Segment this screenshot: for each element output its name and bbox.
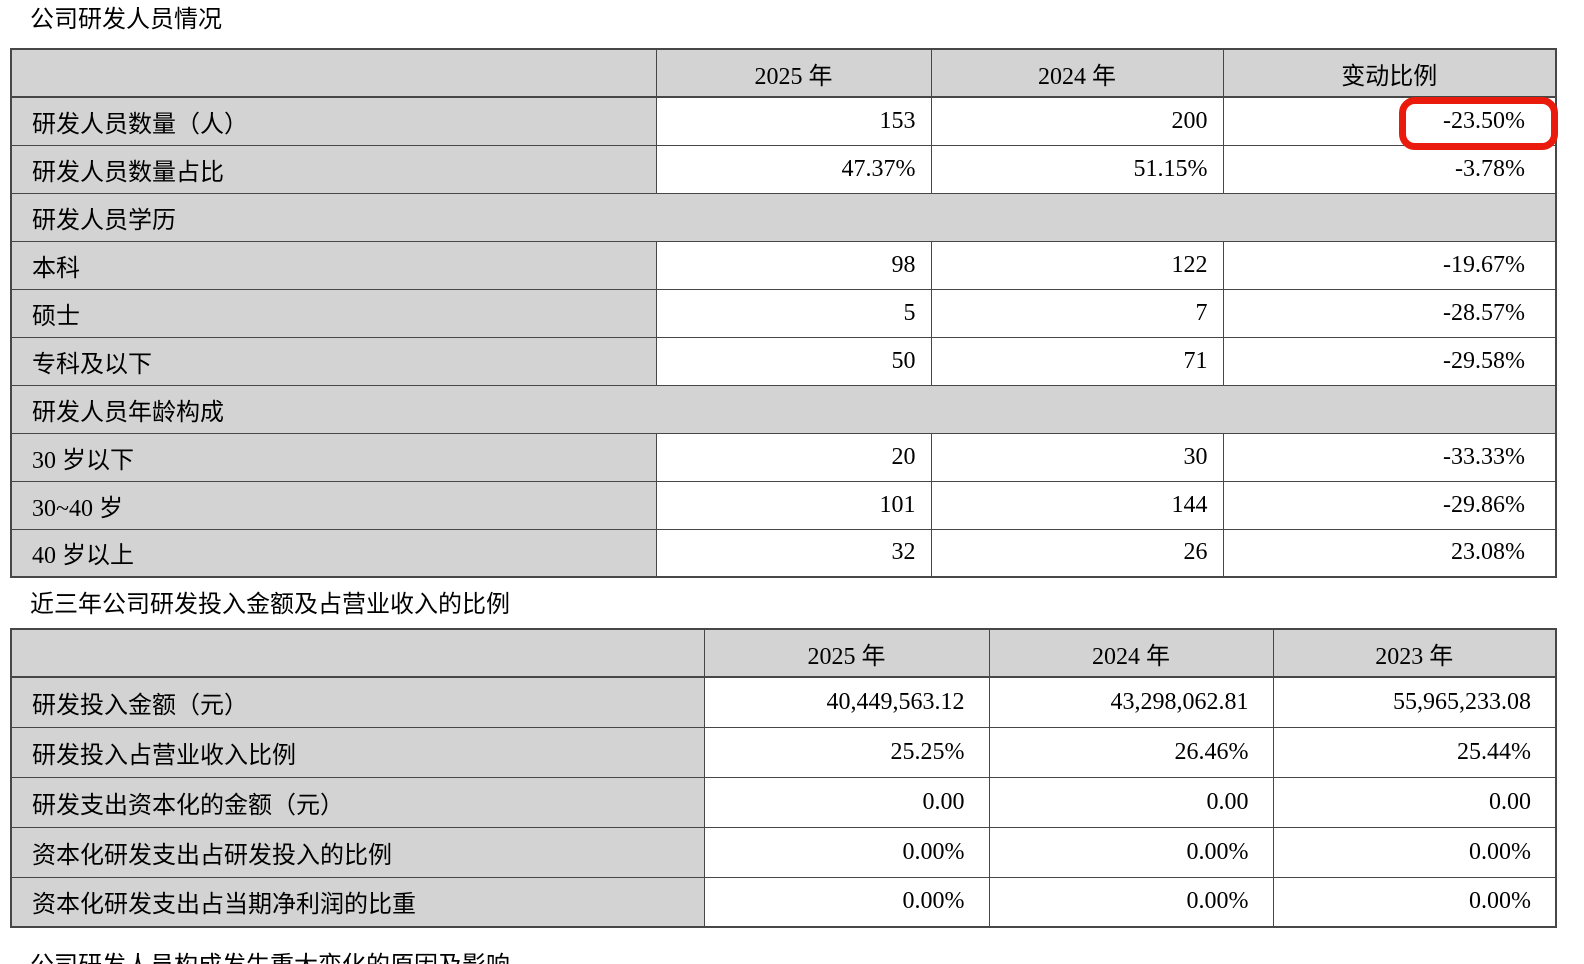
row-label: 硕士	[10, 288, 657, 338]
header-empty-cell	[10, 628, 705, 678]
row-label: 40 岁以上	[10, 528, 657, 578]
cell-value: 0.00	[988, 776, 1274, 828]
cell-value: 47.37%	[655, 144, 932, 194]
section-label: 研发人员年龄构成	[10, 384, 1557, 434]
cell-value: 0.00	[1272, 776, 1557, 828]
cell-value: 43,298,062.81	[988, 676, 1274, 728]
table-row-headcount: 研发人员数量（人） 153 200 -23.50%	[10, 96, 1557, 146]
table-row-capitalized-amount: 研发支出资本化的金额（元） 0.00 0.00 0.00	[10, 776, 1557, 828]
rd-personnel-table: 2025 年 2024 年 变动比例 研发人员数量（人） 153 200 -23…	[10, 48, 1557, 578]
table-row-under-30: 30 岁以下 20 30 -33.33%	[10, 432, 1557, 482]
header-year-2024: 2024 年	[988, 628, 1274, 678]
cell-value: 50	[655, 336, 932, 386]
cell-value: 7	[930, 288, 1224, 338]
cell-value: 26.46%	[988, 726, 1274, 778]
cell-value: 40,449,563.12	[703, 676, 990, 728]
cell-value: -28.57%	[1222, 288, 1557, 338]
table-row-capitalized-rd-ratio: 资本化研发支出占研发投入的比例 0.00% 0.00% 0.00%	[10, 826, 1557, 878]
row-label: 研发人员数量占比	[10, 144, 657, 194]
cell-value: 0.00%	[1272, 826, 1557, 878]
cell-value: -29.86%	[1222, 480, 1557, 530]
clipped-footer-text: 公司研发人员构成发生重大变化的原因及影响	[30, 951, 1230, 964]
table-row-associate-below: 专科及以下 50 71 -29.58%	[10, 336, 1557, 386]
header-year-2025: 2025 年	[703, 628, 990, 678]
section-label: 研发人员学历	[10, 192, 1557, 242]
cell-value: 51.15%	[930, 144, 1224, 194]
header-change-ratio: 变动比例	[1222, 48, 1557, 98]
cell-value: 0.00%	[988, 826, 1274, 878]
header-empty-cell	[10, 48, 657, 98]
cell-value: 98	[655, 240, 932, 290]
row-label: 30 岁以下	[10, 432, 657, 482]
row-label: 研发投入占营业收入比例	[10, 726, 705, 778]
cell-value: 25.44%	[1272, 726, 1557, 778]
cell-value: 23.08%	[1222, 528, 1557, 578]
header-year-2024: 2024 年	[930, 48, 1224, 98]
rd-investment-table: 2025 年 2024 年 2023 年 研发投入金额（元） 40,449,56…	[10, 628, 1557, 928]
row-label: 研发人员数量（人）	[10, 96, 657, 146]
cell-value: 30	[930, 432, 1224, 482]
cell-value: 0.00%	[703, 826, 990, 878]
table-row-rd-revenue-ratio: 研发投入占营业收入比例 25.25% 26.46% 25.44%	[10, 726, 1557, 778]
cell-value: 153	[655, 96, 932, 146]
table-row-rd-amount: 研发投入金额（元） 40,449,563.12 43,298,062.81 55…	[10, 676, 1557, 728]
section-row-age: 研发人员年龄构成	[10, 384, 1557, 434]
row-label: 30~40 岁	[10, 480, 657, 530]
table-row-bachelor: 本科 98 122 -19.67%	[10, 240, 1557, 290]
row-label: 资本化研发支出占研发投入的比例	[10, 826, 705, 878]
cell-value: 144	[930, 480, 1224, 530]
row-label: 资本化研发支出占当期净利润的比重	[10, 876, 705, 928]
cell-value-highlighted: -23.50%	[1222, 96, 1557, 146]
row-label: 研发投入金额（元）	[10, 676, 705, 728]
header-year-2025: 2025 年	[655, 48, 932, 98]
table-row-over-40: 40 岁以上 32 26 23.08%	[10, 528, 1557, 578]
section-title-rd-personnel: 公司研发人员情况	[30, 7, 222, 33]
cell-value: 5	[655, 288, 932, 338]
cell-value: 20	[655, 432, 932, 482]
cell-value: -3.78%	[1222, 144, 1557, 194]
cell-value: 0.00%	[988, 876, 1274, 928]
row-label: 本科	[10, 240, 657, 290]
cell-value: 101	[655, 480, 932, 530]
table-header-row: 2025 年 2024 年 变动比例	[10, 48, 1557, 98]
cell-value: -19.67%	[1222, 240, 1557, 290]
cell-value: 0.00%	[703, 876, 990, 928]
cell-value: 0.00%	[1272, 876, 1557, 928]
table-row-headcount-ratio: 研发人员数量占比 47.37% 51.15% -3.78%	[10, 144, 1557, 194]
cell-value: 26	[930, 528, 1224, 578]
section-title-rd-investment: 近三年公司研发投入金额及占营业收入的比例	[30, 592, 510, 618]
row-label: 专科及以下	[10, 336, 657, 386]
cell-value: 122	[930, 240, 1224, 290]
cell-value: -29.58%	[1222, 336, 1557, 386]
table-row-master: 硕士 5 7 -28.57%	[10, 288, 1557, 338]
cell-value: 0.00	[703, 776, 990, 828]
cell-value: 55,965,233.08	[1272, 676, 1557, 728]
cell-value: 200	[930, 96, 1224, 146]
header-year-2023: 2023 年	[1272, 628, 1557, 678]
section-row-education: 研发人员学历	[10, 192, 1557, 242]
table-row-capitalized-profit-ratio: 资本化研发支出占当期净利润的比重 0.00% 0.00% 0.00%	[10, 876, 1557, 928]
cell-value: 71	[930, 336, 1224, 386]
table-header-row: 2025 年 2024 年 2023 年	[10, 628, 1557, 678]
cell-value: 32	[655, 528, 932, 578]
cell-value: 25.25%	[703, 726, 990, 778]
table-row-30-40: 30~40 岁 101 144 -29.86%	[10, 480, 1557, 530]
row-label: 研发支出资本化的金额（元）	[10, 776, 705, 828]
cell-value: -33.33%	[1222, 432, 1557, 482]
